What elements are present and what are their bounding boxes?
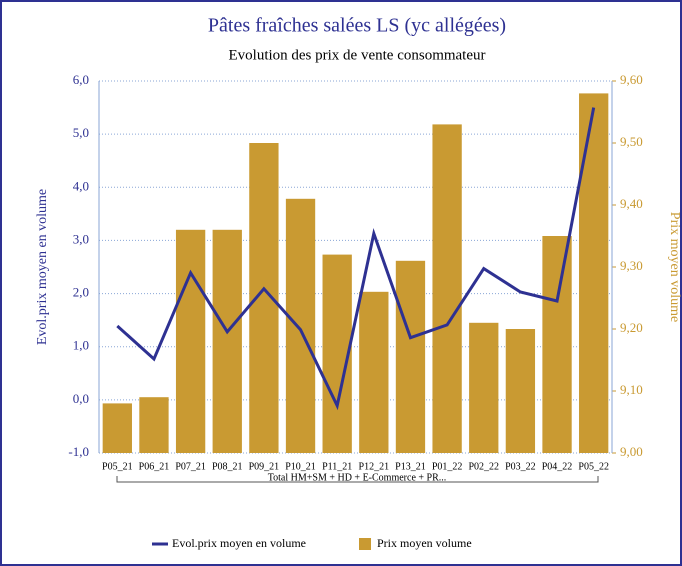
bar bbox=[469, 322, 499, 453]
y2-tick-label: 9,30 bbox=[620, 258, 643, 273]
bar bbox=[139, 397, 169, 453]
bar bbox=[579, 93, 609, 454]
y-tick-label: 1,0 bbox=[73, 338, 89, 353]
chart-title: Pâtes fraîches salées LS (yc allégées) bbox=[208, 15, 506, 37]
group-bracket bbox=[116, 476, 599, 483]
y-tick-label: -1,0 bbox=[68, 444, 89, 459]
y2-axis-title: Prix moyen volume bbox=[667, 212, 682, 322]
bar bbox=[175, 229, 206, 453]
bar bbox=[542, 236, 572, 453]
y-axis-title: Evol.prix moyen en volume bbox=[35, 189, 50, 345]
x-tick-label: P10_21 bbox=[285, 461, 316, 472]
x-tick-label: P06_21 bbox=[139, 461, 170, 472]
y2-tick-label: 9,60 bbox=[620, 72, 643, 87]
y-tick-label: 3,0 bbox=[73, 231, 89, 246]
y2-tick-label: 9,20 bbox=[620, 320, 643, 335]
y-tick-label: 2,0 bbox=[73, 285, 89, 300]
legend-label: Prix moyen volume bbox=[377, 536, 472, 550]
legend-swatch bbox=[359, 538, 371, 550]
legend-label: Evol.prix moyen en volume bbox=[172, 536, 306, 550]
bar bbox=[285, 198, 316, 453]
x-tick-label: P04_22 bbox=[542, 461, 573, 472]
x-tick-label: P05_21 bbox=[102, 461, 133, 472]
x-tick-label: P01_22 bbox=[432, 461, 463, 472]
line bbox=[116, 107, 596, 411]
x-tick-label: P11_21 bbox=[322, 461, 352, 472]
bar bbox=[505, 329, 536, 453]
x-tick-label: P08_21 bbox=[212, 461, 243, 472]
y-tick-label: 6,0 bbox=[73, 72, 89, 87]
y2-tick-label: 9,10 bbox=[620, 382, 643, 397]
x-tick-label: P05_22 bbox=[578, 461, 609, 472]
y-tick-label: 5,0 bbox=[73, 125, 89, 140]
y2-tick-label: 9,00 bbox=[620, 444, 643, 459]
group-label: Total HM+SM + HD + E-Commerce + PR... bbox=[268, 472, 447, 483]
bar bbox=[212, 229, 242, 453]
x-tick-label: P07_21 bbox=[175, 461, 206, 472]
y-tick-label: 4,0 bbox=[73, 178, 89, 193]
x-tick-label: P02_22 bbox=[468, 461, 499, 472]
chart-subtitle: Evolution des prix de vente consommateur bbox=[228, 47, 485, 63]
y2-tick-label: 9,40 bbox=[620, 196, 643, 211]
y2-tick-label: 9,50 bbox=[620, 134, 643, 149]
x-tick-label: P09_21 bbox=[249, 461, 280, 472]
bar bbox=[395, 260, 426, 453]
bar bbox=[102, 403, 132, 453]
y-tick-label: 0,0 bbox=[73, 391, 89, 406]
x-tick-label: P03_22 bbox=[505, 461, 536, 472]
bar bbox=[432, 124, 462, 454]
x-tick-label: P13_21 bbox=[395, 461, 426, 472]
bar bbox=[359, 291, 389, 453]
x-tick-label: P12_21 bbox=[359, 461, 390, 472]
